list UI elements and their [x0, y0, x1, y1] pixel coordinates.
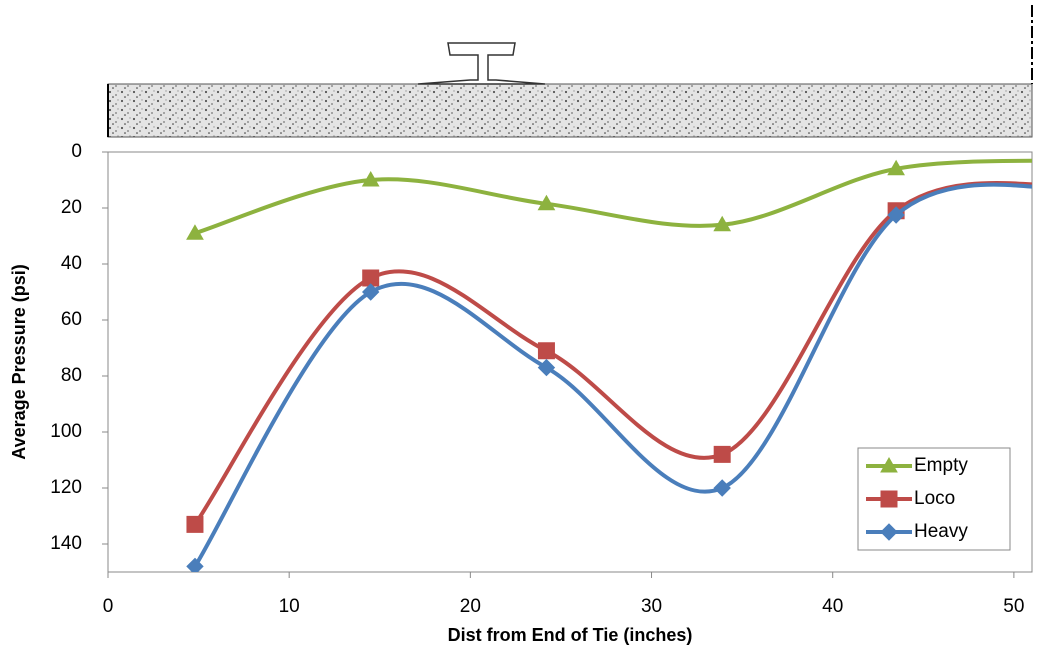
data-point — [713, 445, 731, 463]
x-tick-label: 30 — [641, 596, 662, 617]
data-point — [186, 515, 204, 533]
y-tick-label: 120 — [50, 477, 82, 498]
y-tick-label: 140 — [50, 533, 82, 554]
y-tick-label: 100 — [50, 421, 82, 442]
y-tick-label: 40 — [61, 253, 82, 274]
x-tick-label: 0 — [103, 596, 114, 617]
plot-area — [107, 151, 1033, 573]
y-tick-label: 60 — [61, 309, 82, 330]
data-point — [362, 269, 380, 287]
legend-marker — [880, 523, 898, 541]
data-point — [537, 358, 556, 377]
y-axis-title: Average Pressure (psi) — [9, 264, 29, 459]
legend: Empty Loco Heavy — [857, 447, 1011, 551]
data-point — [713, 479, 731, 497]
data-point — [537, 342, 555, 360]
x-tick-label: 20 — [460, 596, 481, 617]
legend-label: Loco — [914, 488, 955, 509]
plot — [186, 158, 1032, 572]
x-tick-label: 40 — [822, 596, 843, 617]
data-point — [186, 557, 204, 572]
data-point — [537, 194, 556, 211]
x-tick-label: 50 — [1003, 596, 1024, 617]
data-point — [887, 206, 905, 224]
legend-label: Heavy — [914, 521, 968, 542]
y-tick-label: 20 — [61, 197, 82, 218]
tie-illustration — [107, 5, 1033, 138]
y-tick-label: 80 — [61, 365, 82, 386]
x-tick-label: 10 — [279, 596, 300, 617]
data-point — [186, 224, 204, 240]
series-line — [194, 158, 1032, 236]
data-point — [361, 170, 380, 187]
legend-marker — [880, 456, 898, 473]
legend-marker — [880, 490, 898, 508]
legend-label: Empty — [914, 455, 968, 476]
x-axis-title: Dist from End of Tie (inches) — [448, 625, 693, 645]
data-point — [887, 159, 905, 176]
data-point — [713, 215, 732, 232]
y-tick-label: 0 — [71, 141, 82, 162]
data-point — [361, 283, 380, 301]
